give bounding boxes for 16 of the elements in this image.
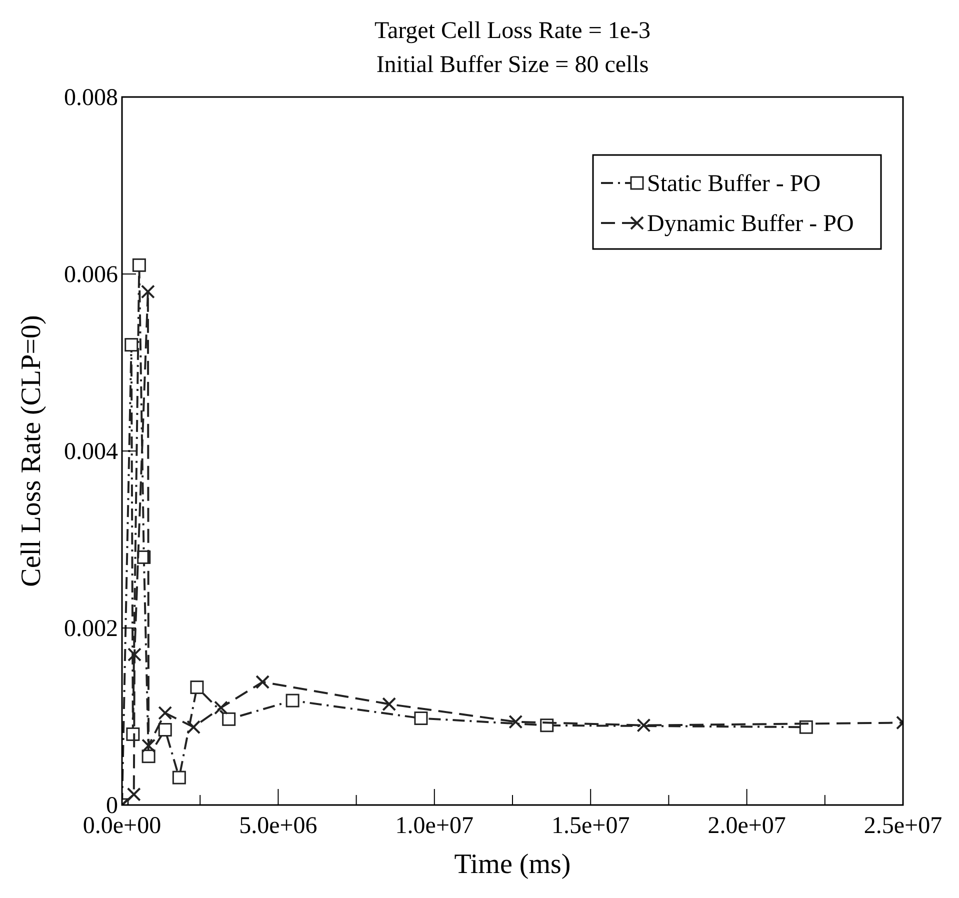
x-tick-label: 1.0e+07 xyxy=(395,813,474,839)
x-axis-title: Time (ms) xyxy=(454,849,571,880)
x-tick-label: 2.5e+07 xyxy=(864,813,942,839)
y-tick-label: 0.004 xyxy=(64,439,118,465)
chart-subtitle: Initial Buffer Size = 80 cells xyxy=(376,52,649,78)
y-tick-label: 0.008 xyxy=(64,85,118,111)
legend-label: Dynamic Buffer - PO xyxy=(647,211,854,237)
y-tick-label: 0.002 xyxy=(64,616,118,642)
x-tick-label: 0.0e+00 xyxy=(82,813,162,839)
y-axis-title: Cell Loss Rate (CLP=0) xyxy=(16,315,47,587)
chart-title: Target Cell Loss Rate = 1e-3 xyxy=(374,18,651,44)
x-tick-label: 2.0e+07 xyxy=(708,813,786,839)
x-tick-label: 5.0e+06 xyxy=(239,813,318,839)
x-tick-label: 1.5e+07 xyxy=(552,813,630,839)
y-tick-label: 0.006 xyxy=(64,262,118,288)
legend-label: Static Buffer - PO xyxy=(647,171,821,197)
